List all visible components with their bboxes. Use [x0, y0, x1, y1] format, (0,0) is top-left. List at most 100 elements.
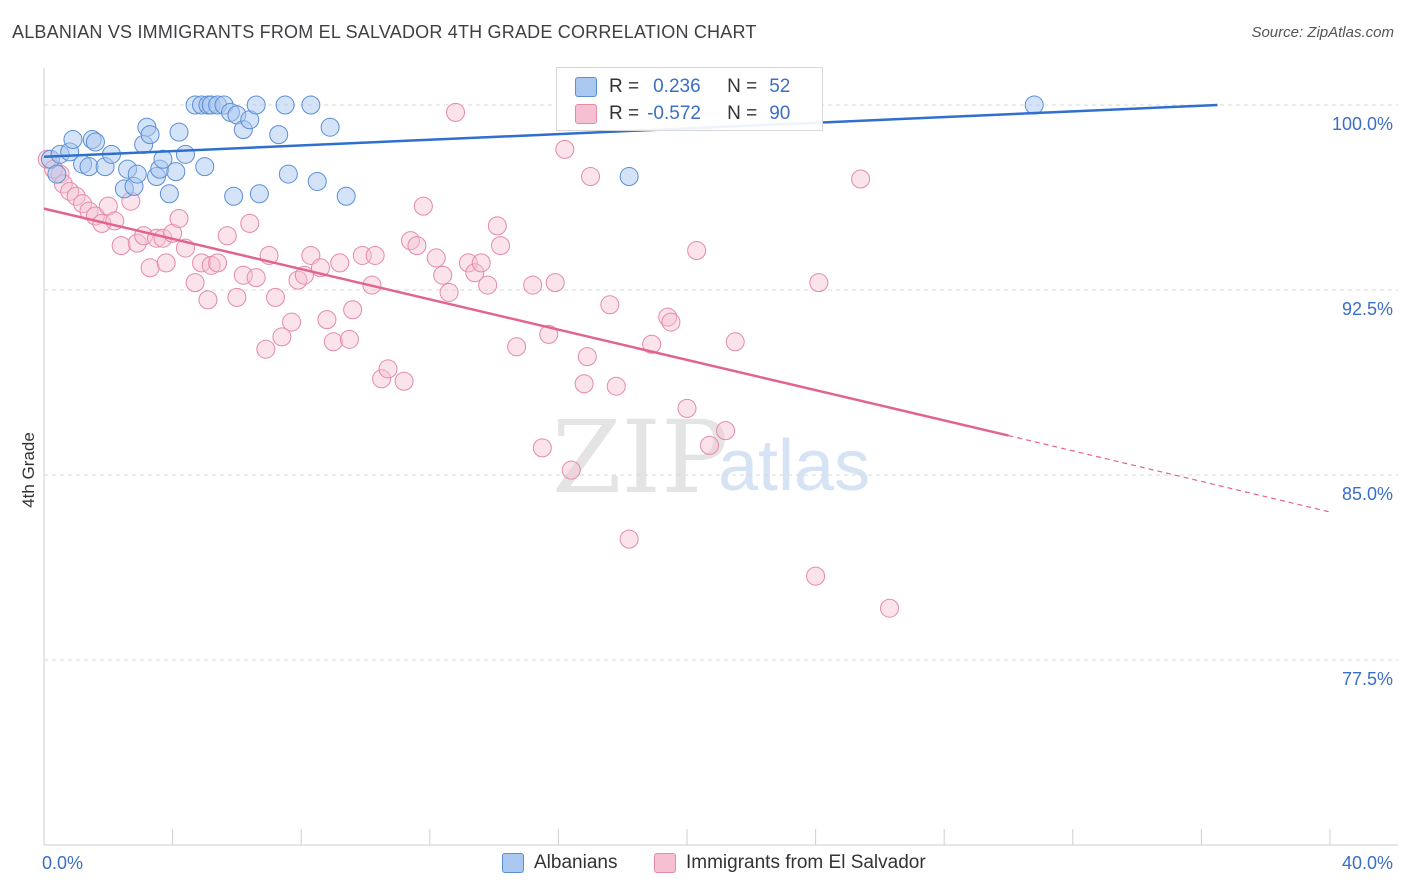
albanian-point-38 — [249, 184, 269, 204]
albanian-point-8 — [85, 132, 105, 152]
albanian-point-40 — [275, 95, 295, 115]
el-salvador-point-37 — [282, 312, 302, 332]
el-salvador-point-16 — [140, 258, 160, 278]
bottom-legend-label-el-salvador: Immigrants from El Salvador — [686, 852, 926, 873]
el-salvador-point-68 — [532, 438, 552, 458]
el-salvador-point-57 — [433, 265, 453, 285]
albanian-point-39 — [269, 125, 289, 145]
el-salvador-point-74 — [577, 347, 597, 367]
albanian-point-33 — [224, 186, 244, 206]
el-salvador-point-65 — [491, 236, 511, 256]
el-salvador-point-87 — [806, 566, 826, 586]
el-salvador-point-80 — [658, 307, 678, 327]
el-salvador-point-79 — [642, 334, 662, 354]
legend-r-value-1: 0.236 — [653, 76, 701, 97]
el-salvador-point-76 — [600, 295, 620, 315]
el-salvador-point-5 — [66, 186, 86, 206]
watermark: ZIP atlas — [552, 399, 870, 516]
el-salvador-point-29 — [227, 287, 247, 307]
el-salvador-point-36 — [272, 327, 292, 347]
el-salvador-point-82 — [677, 398, 697, 418]
el-salvador-point-69 — [539, 324, 559, 344]
el-salvador-point-35 — [265, 287, 285, 307]
el-salvador-point-73 — [574, 374, 594, 394]
legend-n-label-1: N = — [727, 76, 758, 97]
el-salvador-point-77 — [606, 376, 626, 396]
el-salvador-point-72 — [561, 460, 581, 480]
legend-row-el-salvador: R = -0.572 N = 90 — [575, 101, 790, 127]
bottom-legend-swatch-pink — [654, 853, 676, 873]
albanian-point-45 — [336, 186, 356, 206]
el-salvador-point-12 — [111, 236, 131, 256]
tick-labels: 77.5% 85.0% 92.5% 100.0% 0.0% 40.0% — [42, 114, 1393, 873]
el-salvador-point-45 — [339, 329, 359, 349]
albanian-point-4 — [63, 130, 83, 150]
albanian-point-47 — [1024, 95, 1044, 115]
el-salvador-trend-line — [43, 207, 1009, 437]
el-salvador-point-52 — [394, 371, 414, 391]
el-salvador-point-23 — [185, 273, 205, 293]
el-salvador-point-58 — [439, 282, 459, 302]
el-salvador-point-32 — [246, 268, 266, 288]
legend-swatch-pink — [575, 104, 597, 124]
el-salvador-point-25 — [198, 290, 218, 310]
albanian-point-1 — [47, 164, 67, 184]
x-tick-label-1: 40.0% — [1342, 853, 1393, 873]
el-salvador-trend-extension — [1008, 434, 1331, 513]
albanian-point-23 — [169, 122, 189, 142]
el-salvador-point-88 — [809, 273, 829, 293]
el-salvador-point-56 — [426, 248, 446, 268]
legend-n-value-2: 90 — [769, 103, 791, 124]
albanian-point-17 — [140, 125, 160, 145]
albanian-point-24 — [175, 144, 195, 164]
watermark-atlas: atlas — [718, 426, 870, 506]
x-tick-label-0: 0.0% — [42, 853, 83, 873]
el-salvador-point-49 — [365, 245, 385, 265]
legend-swatch-blue — [575, 77, 597, 97]
el-salvador-point-84 — [700, 435, 720, 455]
y-tick-label-0: 77.5% — [1342, 669, 1393, 689]
legend-row-albanians: R = 0.236 N = 52 — [575, 74, 790, 100]
el-salvador-point-81 — [661, 312, 681, 332]
el-salvador-point-53 — [401, 231, 421, 251]
el-salvador-point-71 — [555, 139, 575, 159]
bottom-legend-label-albanians: Albanians — [534, 852, 618, 873]
el-salvador-point-86 — [725, 332, 745, 352]
el-salvador-point-51 — [378, 359, 398, 379]
bottom-legend-el-salvador: Immigrants from El Salvador — [654, 852, 926, 874]
watermark-zip: ZIP — [552, 399, 728, 516]
el-salvador-point-62 — [471, 253, 491, 273]
bottom-legend-swatch-blue — [502, 853, 524, 873]
immigrants-el-salvador-points — [37, 102, 900, 618]
albanian-point-27 — [195, 157, 215, 177]
albanian-point-41 — [278, 164, 298, 184]
el-salvador-point-54 — [407, 236, 427, 256]
y-tick-label-1: 85.0% — [1342, 484, 1393, 504]
el-salvador-point-67 — [523, 275, 543, 295]
el-salvador-point-28 — [217, 226, 237, 246]
albanian-point-22 — [166, 162, 186, 182]
legend-n-label-2: N = — [727, 103, 758, 124]
legend-r-label-2: R = — [609, 103, 640, 124]
bottom-legend-albanians: Albanians — [502, 852, 617, 874]
albanian-point-46 — [619, 167, 639, 187]
albanian-point-20 — [153, 149, 173, 169]
el-salvador-point-85 — [716, 421, 736, 441]
legend-r-label-1: R = — [609, 76, 640, 97]
el-salvador-point-75 — [581, 167, 601, 187]
axes — [43, 68, 1398, 846]
el-salvador-point-55 — [413, 196, 433, 216]
el-salvador-point-21 — [169, 208, 189, 228]
el-salvador-point-90 — [880, 598, 900, 618]
el-salvador-point-59 — [446, 102, 466, 122]
el-salvador-point-42 — [317, 310, 337, 330]
el-salvador-point-63 — [478, 275, 498, 295]
el-salvador-point-6 — [73, 194, 93, 214]
el-salvador-point-19 — [156, 253, 176, 273]
albanian-point-37 — [246, 95, 266, 115]
y-tick-label-2: 92.5% — [1342, 299, 1393, 319]
el-salvador-point-14 — [127, 233, 147, 253]
el-salvador-point-33 — [256, 339, 276, 359]
legend-r-value-2: -0.572 — [647, 103, 701, 124]
